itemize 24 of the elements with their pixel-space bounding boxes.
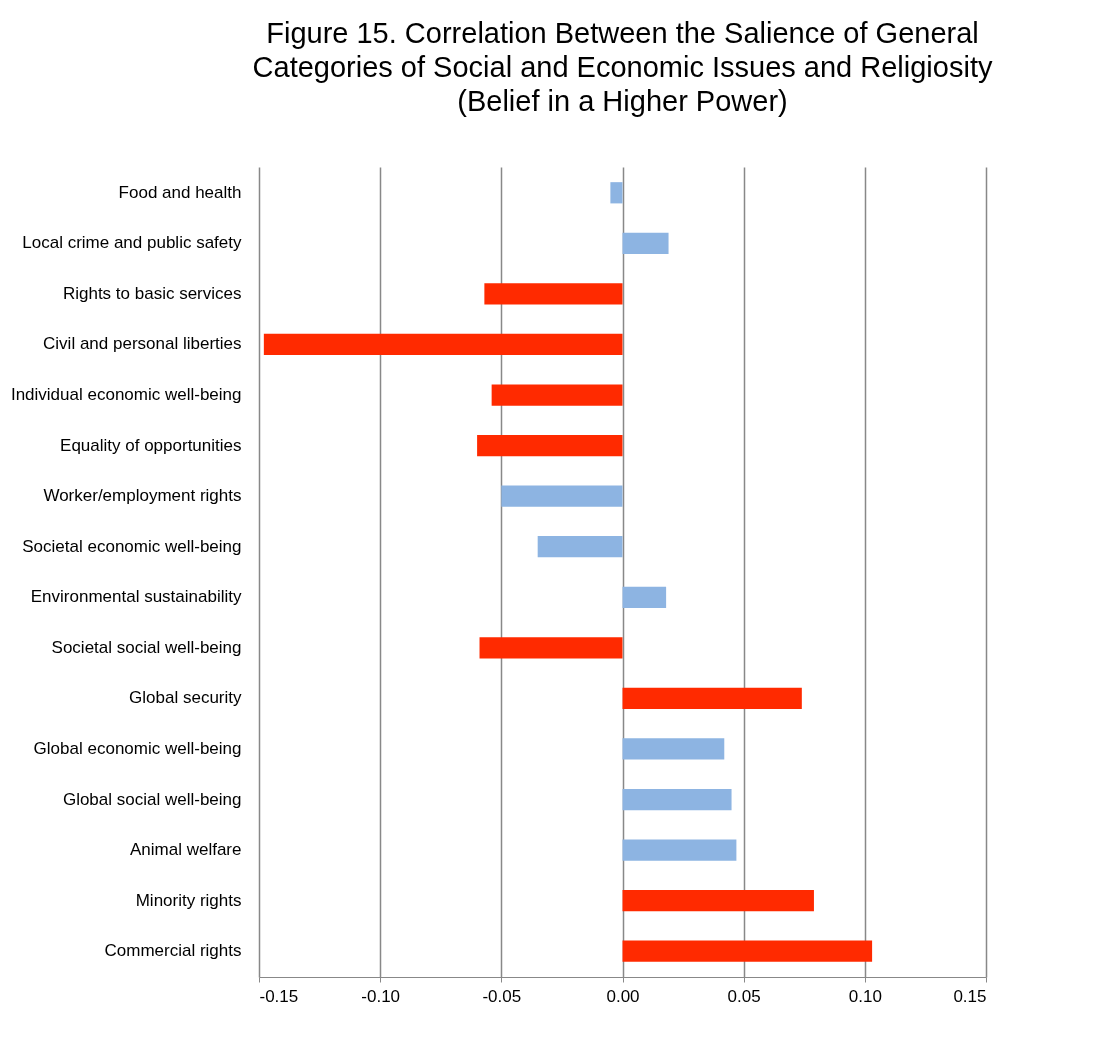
- y-tick-label: Global social well-being: [62, 789, 242, 809]
- y-tick-label: Environmental sustainability: [30, 587, 242, 607]
- y-tick-label: Global security: [129, 688, 242, 708]
- y-tick-label: Societal social well-being: [51, 637, 242, 657]
- y-tick-label: Animal welfare: [130, 840, 242, 860]
- y-tick-label: Commercial rights: [104, 941, 242, 961]
- chart-title: Figure 15. Correlation Between the Salience of General Categories of Social and Economic Issues and Religiosity (Belief in a Higher Power): [252, 17, 993, 117]
- y-tick-label: Global economic well-being: [33, 738, 242, 758]
- y-tick-label: Civil and personal liberties: [43, 334, 242, 354]
- x-tick-label: -0.15: [259, 986, 299, 1006]
- y-tick-label: Societal economic well-being: [22, 536, 242, 556]
- x-tick-label: -0.10: [361, 986, 401, 1006]
- x-tick-label: 0.15: [953, 986, 987, 1006]
- y-tick-label: Rights to basic services: [62, 283, 242, 303]
- y-tick-label: Equality of opportunities: [60, 435, 242, 455]
- x-tick-label: 0.10: [848, 986, 882, 1006]
- y-tick-label: Individual economic well-being: [10, 385, 242, 405]
- y-tick-label: Worker/employment rights: [43, 486, 242, 506]
- x-tick-label: 0.05: [727, 986, 761, 1006]
- x-tick-label: 0.00: [606, 986, 640, 1006]
- y-tick-label: Minority rights: [135, 890, 242, 910]
- y-tick-label: Food and health: [118, 182, 242, 202]
- y-tick-label: Local crime and public safety: [22, 233, 242, 253]
- x-tick-label: -0.05: [482, 986, 522, 1006]
